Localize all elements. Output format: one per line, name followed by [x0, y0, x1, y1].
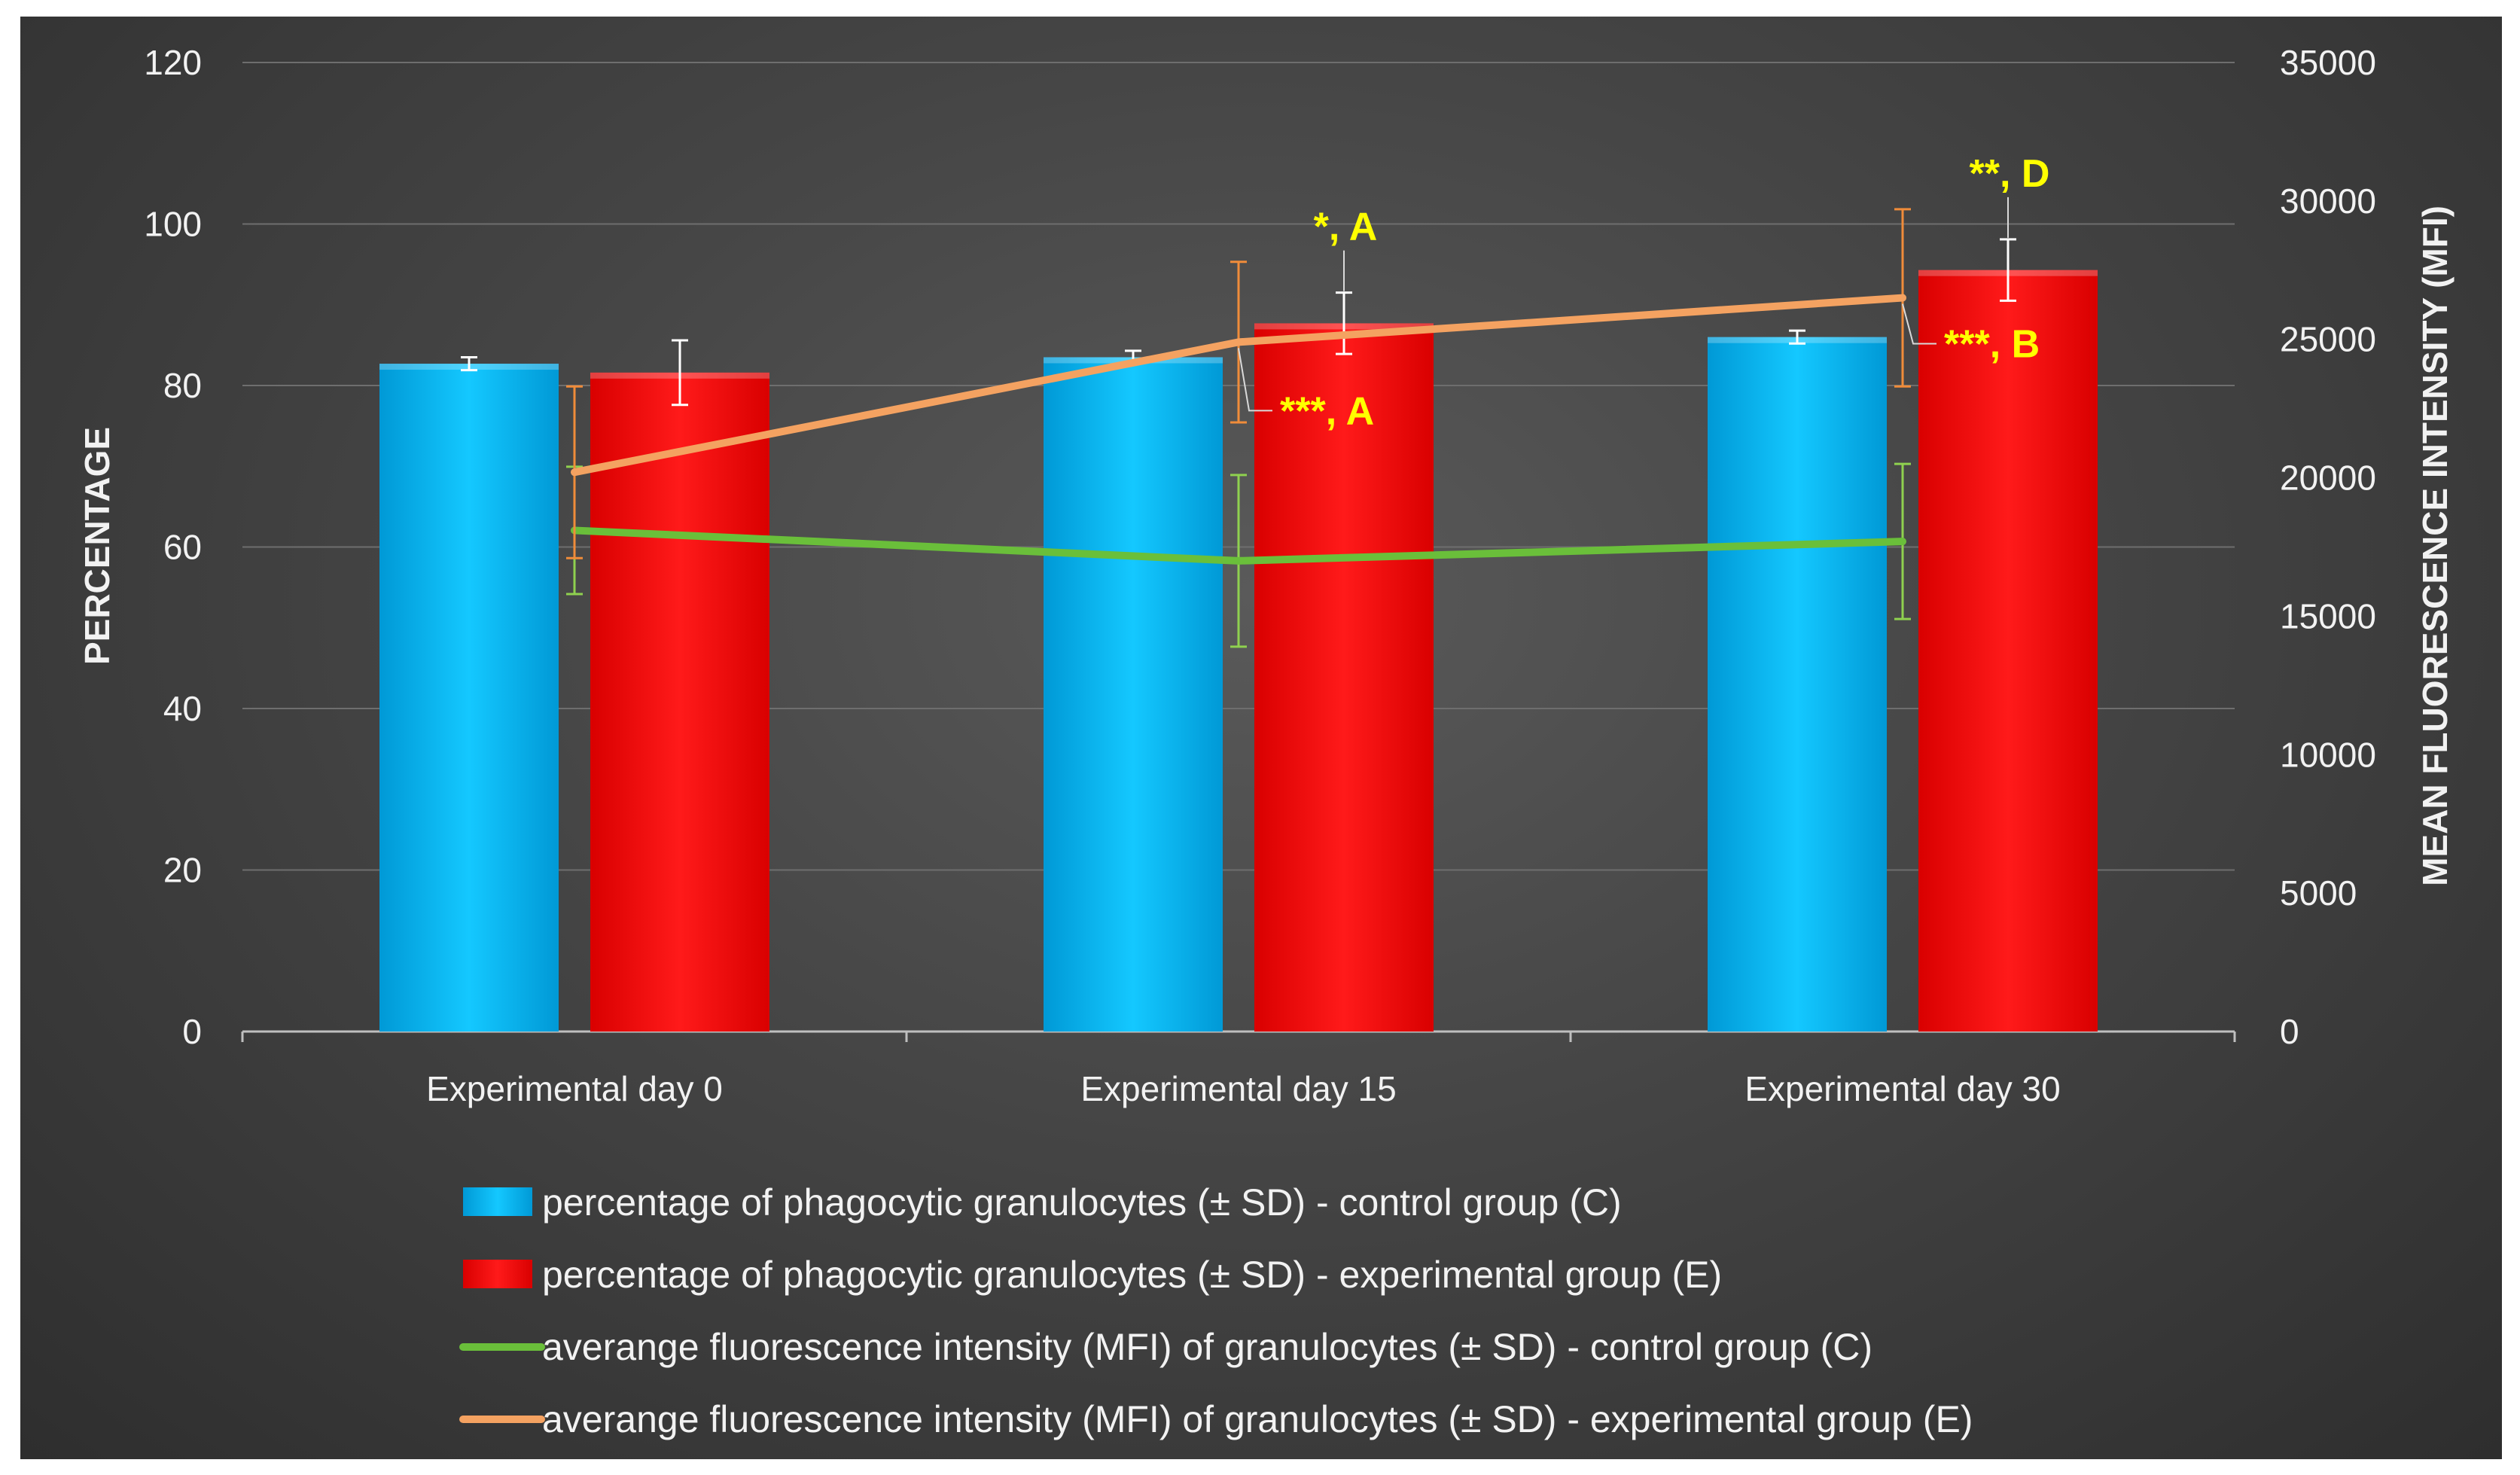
y-tick-label: 120 — [144, 43, 202, 82]
y2-tick-label: 25000 — [2280, 320, 2376, 359]
legend-swatch — [463, 1187, 532, 1216]
annotation-label: ***, A — [1280, 389, 1374, 433]
y2-axis-title: MEAN FLUORESCENCE INTENSITY (MFI) — [2415, 206, 2454, 886]
y2-tick-label: 15000 — [2280, 596, 2376, 635]
y-axis-title: PERCENTAGE — [78, 427, 117, 665]
legend-label: averange fluorescence intensity (MFI) of… — [542, 1326, 1872, 1368]
legend-label: percentage of phagocytic granulocytes (±… — [542, 1181, 1622, 1224]
bar — [1918, 270, 2098, 1032]
axes: PERCENTAGE MEAN FLUORESCENCE INTENSITY (… — [78, 43, 2454, 1108]
y-tick-label: 100 — [144, 205, 202, 244]
bar — [379, 364, 559, 1032]
bar — [1254, 323, 1434, 1032]
lines — [566, 208, 1911, 648]
annotations: *, A ***, A **, D ***, B — [1238, 152, 2050, 433]
annotation-label: **, D — [1970, 152, 2050, 196]
legend: percentage of phagocytic granulocytes (±… — [459, 1181, 1973, 1440]
legend-label: percentage of phagocytic granulocytes (±… — [542, 1254, 1722, 1296]
x-tick-label: Experimental day 30 — [1744, 1069, 2060, 1108]
y2-tick-label: 0 — [2280, 1012, 2299, 1051]
series-line — [571, 526, 1906, 565]
y2-tick-label: 5000 — [2280, 873, 2357, 913]
legend-label: averange fluorescence intensity (MFI) of… — [542, 1398, 1973, 1440]
annotation-leader — [1238, 348, 1272, 412]
bar — [1044, 357, 1223, 1032]
bar — [1708, 337, 1887, 1032]
annotation-label: *, A — [1314, 206, 1378, 249]
y-tick-label: 40 — [163, 689, 202, 728]
annotation-label: ***, B — [1944, 323, 2040, 367]
y2-tick-label: 20000 — [2280, 459, 2376, 498]
bar — [590, 372, 769, 1032]
y2-tick-label: 30000 — [2280, 181, 2376, 221]
y-tick-label: 60 — [163, 528, 202, 567]
bars — [379, 238, 2098, 1032]
y-tick-label: 80 — [163, 366, 202, 405]
y2-tick-label: 10000 — [2280, 735, 2376, 774]
y2-tick-label: 35000 — [2280, 43, 2376, 82]
legend-swatch — [463, 1260, 532, 1288]
x-tick-label: Experimental day 0 — [426, 1069, 723, 1108]
y-tick-label: 20 — [163, 851, 202, 890]
annotation-leader — [1902, 303, 1936, 345]
x-tick-label: Experimental day 15 — [1080, 1069, 1396, 1108]
series-line — [571, 294, 1906, 477]
y-tick-label: 0 — [182, 1012, 202, 1051]
